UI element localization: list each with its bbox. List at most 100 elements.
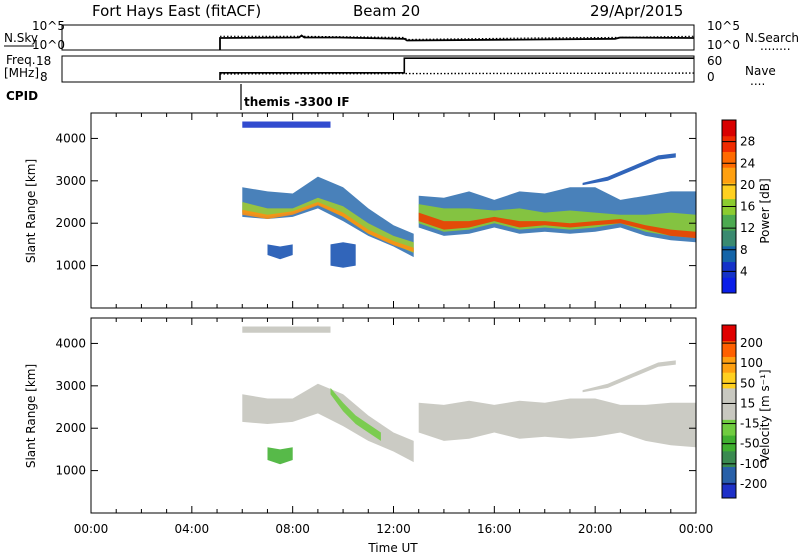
velocity-ytick-label-4000: 4000	[55, 336, 86, 350]
velocity-colorbar-label-4: -15	[740, 417, 760, 431]
power-echo-band-4	[418, 204, 696, 239]
freq-tick-8: 8	[40, 70, 48, 84]
velocity-xtick-label-6: 00:00	[679, 522, 714, 536]
power-colorbar-segment-4	[722, 214, 736, 231]
velocity-ytick-label-2000: 2000	[55, 421, 86, 435]
velocity-data-group	[242, 326, 696, 465]
noise-series-group	[219, 34, 695, 50]
power-echo-band-6	[330, 242, 356, 268]
velocity-colorbar-segment-5	[722, 403, 736, 420]
freq-tick-18: 18	[36, 54, 51, 68]
power-ytick-label-4000: 4000	[55, 131, 86, 145]
velocity-echo-band-0	[242, 383, 414, 463]
velocity-colorbar-segment-4	[722, 419, 736, 436]
time-xlabel: Time UT	[367, 541, 418, 554]
power-colorbar-segment-7	[722, 167, 736, 184]
beam-title: Beam 20	[353, 2, 420, 20]
nave-label: Nave	[745, 64, 776, 78]
velocity-colorbar-label: Velocity [m s⁻¹]	[758, 369, 772, 462]
power-ytick-label-2000: 2000	[55, 216, 86, 230]
power-colorbar-label-16: 16	[740, 200, 755, 214]
velocity-echo-band-4	[582, 360, 676, 393]
date-title: 29/Apr/2015	[590, 2, 683, 20]
velocity-ytick-label-3000: 3000	[55, 379, 86, 393]
freq-unit-label: [MHz]	[4, 66, 39, 80]
power-echo-band-2	[242, 202, 414, 252]
nave-tick-0: 0	[707, 70, 715, 84]
velocity-ytick-label-1000: 1000	[55, 464, 86, 478]
velocity-colorbar-label-1: 100	[740, 356, 763, 370]
noise-left-tick-bottom: 10^0	[32, 38, 65, 52]
power-data-group	[242, 121, 696, 268]
nave-series-line	[219, 72, 695, 75]
power-colorbar-label: Power [dB]	[758, 178, 772, 243]
velocity-echo-band-1	[418, 398, 696, 448]
power-colorbar-segment-10	[722, 120, 736, 137]
power-colorbar-segment-3	[722, 230, 736, 247]
velocity-echo-band-3	[267, 447, 293, 465]
power-colorbar-segment-0	[722, 277, 736, 294]
velocity-colorbar-segment-6	[722, 387, 736, 405]
noise-series-n-sky	[219, 34, 695, 50]
power-colorbar-label-4: 4	[740, 264, 748, 278]
nave-key: ....	[750, 74, 765, 88]
velocity-colorbar-segment-9	[722, 340, 736, 357]
velocity-colorbar-label-6: -100	[740, 457, 767, 471]
nave-tick-60: 60	[707, 54, 722, 68]
freq-strip-frame	[61, 55, 695, 83]
noise-right-tick-bottom: 10^0	[707, 38, 740, 52]
power-ytick-label-3000: 3000	[55, 174, 86, 188]
freq-label: Freq.	[6, 53, 36, 67]
velocity-axes-group: 1000 2000 3000 4000 00:00 04:00 08:00 12:00 16:0…	[55, 318, 713, 536]
noise-left-tick-top: 10^5	[32, 19, 65, 33]
velocity-colorbar-segment-2	[722, 450, 736, 468]
velocity-colorbar-label-2: 50	[740, 376, 755, 390]
velocity-colorbar-label-5: -50	[740, 437, 760, 451]
power-echo-band-1	[242, 197, 414, 253]
velocity-colorbar-segment-1	[722, 466, 736, 483]
velocity-xtick-label-1: 04:00	[175, 522, 210, 536]
power-colorbar-segment-8	[722, 151, 736, 168]
power-colorbar-segment-2	[722, 245, 736, 263]
noise-series-n-search	[220, 35, 695, 41]
station-title: Fort Hays East (fitACF)	[92, 2, 261, 20]
velocity-colorbar-label-3: 15	[740, 396, 755, 410]
velocity-echo-band-5	[242, 326, 331, 333]
nsearch-label: N.Search	[745, 31, 799, 45]
velocity-xtick-label-0: 00:00	[74, 522, 109, 536]
velocity-xtick-label-2: 08:00	[275, 522, 310, 536]
velocity-xtick-label-4: 16:00	[477, 522, 512, 536]
velocity-colorbar-segment-7	[722, 372, 736, 389]
power-colorbar-label-8: 8	[740, 243, 748, 257]
velocity-colorbar-label-0: 200	[740, 336, 763, 350]
velocity-colorbar-label-7: -200	[740, 477, 767, 491]
power-colorbar-segment-6	[722, 182, 736, 200]
power-colorbar: 4 8 12 16 20 24 28	[721, 119, 755, 294]
power-colorbar-label-20: 20	[740, 178, 755, 192]
velocity-xtick-label-5: 20:00	[578, 522, 613, 536]
velocity-xtick-label-3: 12:00	[376, 522, 411, 536]
cpid-text: themis -3300 IF	[244, 95, 350, 109]
velocity-colorbar-frame	[721, 324, 737, 499]
power-colorbar-label-28: 28	[740, 135, 755, 149]
freq-series-line	[219, 57, 694, 80]
velocity-colorbar-segment-8	[722, 356, 736, 373]
power-colorbar-label-24: 24	[740, 156, 755, 170]
velocity-echo-band-2	[330, 387, 381, 441]
power-echo-band-9	[242, 121, 331, 128]
cpid-label: CPID	[6, 89, 38, 103]
power-echo-band-5	[418, 212, 696, 239]
power-axes-group: 1000 2000 3000 4000	[55, 113, 697, 308]
noise-right-tick-top: 10^5	[707, 19, 740, 33]
velocity-colorbar: 200 100 50 15 -15 -50 -100 -200	[721, 324, 767, 499]
power-ytick-label-1000: 1000	[55, 259, 86, 273]
power-colorbar-segment-9	[722, 135, 736, 152]
power-echo-band-0	[242, 176, 414, 258]
velocity-colorbar-segment-10	[722, 325, 736, 342]
velocity-ylabel: Slant Range [km]	[24, 364, 38, 468]
power-colorbar-label-12: 12	[740, 221, 755, 235]
power-echo-band-7	[267, 244, 293, 260]
power-echo-band-8	[582, 153, 676, 186]
freq-series-group	[219, 57, 695, 80]
